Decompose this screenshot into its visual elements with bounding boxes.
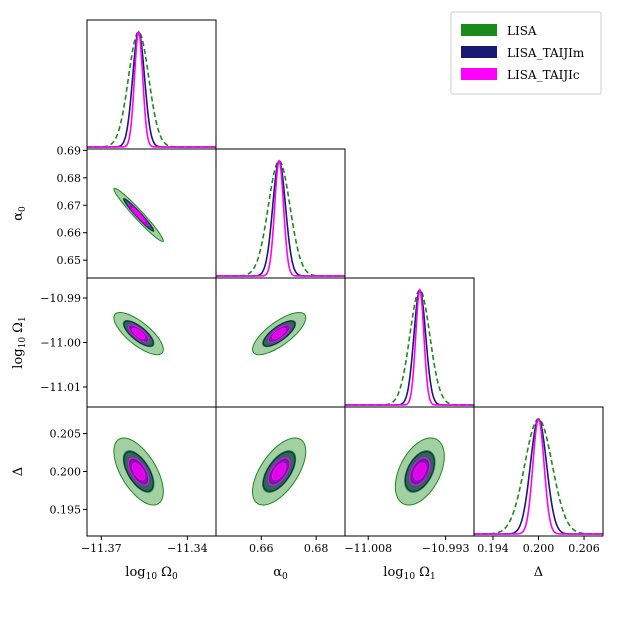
panel-content (252, 311, 307, 356)
panel-log10-omega1-vs-log10-omega0: −11.01 −11.00 −10.99 log10 Ω1 (11, 277, 217, 408)
panel-content (113, 312, 164, 356)
panel-log10-omega1-vs-log10-omega1 (344, 277, 475, 408)
y-tick-label: 0.65 (57, 254, 82, 267)
legend-swatch-lisa-taijic (461, 68, 497, 80)
y-axis-label-delta: Δ (11, 467, 26, 476)
legend: LISA LISA_TAIJIm LISA_TAIJIc (450, 11, 602, 95)
panel-content (87, 30, 216, 148)
panel-log10-omega1-vs-alpha0 (215, 277, 346, 408)
x-tick-label: −11.37 (81, 542, 122, 555)
marginal-curve-lisa (345, 289, 474, 406)
panel-content (474, 417, 603, 535)
contour-lisa-taijic-1sigma (413, 462, 427, 481)
marginal-curve-lisa-taijic (87, 30, 216, 148)
y-tick-label: 0.205 (50, 428, 82, 441)
panel-content (113, 437, 164, 506)
marginal-curve-lisa (474, 418, 603, 535)
legend-swatch-lisa-taijim (461, 46, 497, 58)
y-tick-label: 0.67 (57, 199, 82, 212)
marginal-curve-lisa-taijic (474, 417, 603, 535)
x-axis-label-log10-omega1: log10 Ω1 (383, 565, 435, 582)
marginal-curve-lisa-taijic (345, 288, 474, 406)
y-tick-label: −11.01 (40, 381, 81, 394)
panel-frame (86, 19, 217, 150)
panel-delta-vs-alpha0: 0.66 0.68 α0 (215, 406, 346, 582)
panels: 0.65 0.66 0.67 0.68 0.69 α0 −11.01 −11.00 −10.99… (11, 19, 604, 582)
y-axis-label-alpha0: α0 (11, 206, 28, 221)
x-axis-label-log10-omega0: log10 Ω0 (125, 565, 178, 582)
contour-lisa-taijic-1sigma (271, 462, 287, 481)
legend-label-lisa: LISA (507, 24, 537, 38)
panel-frame (344, 277, 475, 408)
panel-delta-vs-delta: 0.194 0.200 0.206 Δ (473, 406, 604, 580)
marginal-curve-lisa-taijim (345, 288, 474, 406)
legend-label-lisa-taijim: LISA_TAIJIm (507, 46, 585, 60)
x-tick-label: 0.66 (249, 542, 274, 555)
panel-alpha0-vs-log10-omega0: 0.65 0.66 0.67 0.68 0.69 α0 (11, 144, 217, 279)
panel-delta-vs-log10-omega0: −11.37 −11.34 log10 Ω0 0.195 0.200 0.205 Δ (11, 406, 217, 582)
contour-lisa-taijic-1sigma (131, 462, 146, 481)
marginal-curve-lisa-taijim (87, 30, 216, 148)
x-tick-label: −10.993 (422, 542, 470, 555)
y-axis-label-log10-omega1: log10 Ω1 (11, 316, 28, 368)
contour-lisa-taijic-1sigma (131, 207, 146, 223)
panel-content (345, 288, 474, 406)
marginal-curve-lisa-taijic (216, 159, 345, 277)
x-tick-label: 0.206 (568, 542, 600, 555)
x-tick-label: 0.68 (304, 542, 329, 555)
marginal-curve-lisa-taijim (216, 159, 345, 277)
y-tick-label: 0.200 (50, 466, 82, 479)
marginal-curve-lisa-taijim (474, 418, 603, 535)
legend-label-lisa-taijic: LISA_TAIJIc (507, 68, 580, 82)
panel-content (113, 187, 164, 243)
panel-alpha0-vs-alpha0 (215, 148, 346, 279)
contour-lisa-taijic-1sigma (131, 327, 146, 340)
panel-log10-omega0-vs-log10-omega0 (86, 19, 217, 150)
x-axis-label-delta: Δ (534, 565, 543, 580)
panel-content (251, 437, 307, 506)
x-axis-label-alpha0: α0 (273, 565, 288, 582)
legend-swatch-lisa (461, 24, 497, 36)
panel-delta-vs-log10-omega1: −11.008 −10.993 log10 Ω1 (344, 406, 475, 582)
contour-lisa-taijic-1sigma (271, 327, 287, 340)
marginal-curve-lisa (87, 31, 216, 148)
panel-content (394, 437, 445, 506)
x-tick-label: 0.200 (523, 542, 555, 555)
x-tick-label: −11.008 (344, 542, 392, 555)
x-tick-label: −11.34 (167, 542, 208, 555)
x-tick-label: 0.194 (477, 542, 509, 555)
panel-content (216, 159, 345, 277)
y-tick-label: 0.195 (50, 503, 82, 516)
y-tick-label: −11.00 (40, 337, 81, 350)
y-tick-label: 0.66 (57, 227, 82, 240)
marginal-curve-lisa (216, 160, 345, 277)
y-tick-label: 0.68 (57, 172, 82, 185)
y-tick-label: −10.99 (40, 292, 81, 305)
panel-frame (86, 148, 217, 279)
panel-frame (473, 406, 604, 537)
y-tick-label: 0.69 (57, 144, 82, 157)
